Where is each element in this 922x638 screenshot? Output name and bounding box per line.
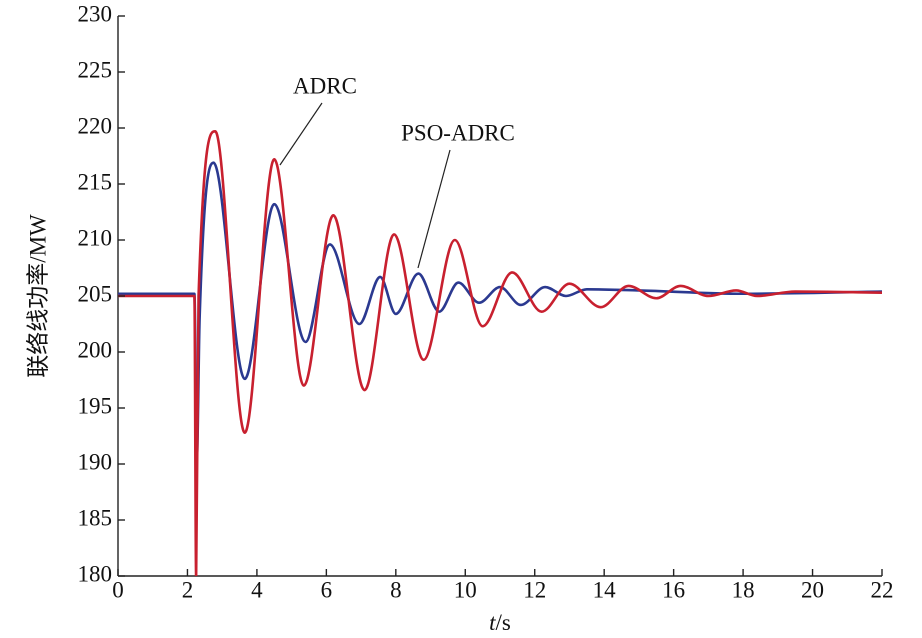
x-label-unit: /s <box>496 610 511 635</box>
plot-area <box>118 130 882 576</box>
x-tick-label: 18 <box>732 577 755 602</box>
leader-line <box>417 149 451 269</box>
x-tick-label: 12 <box>523 577 546 602</box>
y-label: 联络线功率/MW <box>25 214 50 378</box>
line-series <box>118 130 882 576</box>
y-tick-label: 225 <box>78 57 113 82</box>
x-tick-label: 16 <box>662 577 685 602</box>
series-annotation: PSO-ADRC <box>401 120 515 145</box>
x-tick-label: 0 <box>112 577 124 602</box>
y-tick-label: 220 <box>78 113 113 138</box>
y-tick-label: 185 <box>78 505 113 530</box>
y-tick-label: 180 <box>78 561 113 586</box>
x-tick-label: 20 <box>801 577 824 602</box>
x-tick-label: 10 <box>454 577 477 602</box>
line-series <box>118 161 882 460</box>
y-tick-label: 190 <box>78 449 113 474</box>
y-tick-label: 210 <box>78 225 113 250</box>
x-tick-label: 2 <box>182 577 194 602</box>
x-tick-label: 22 <box>871 577 894 602</box>
y-tick-label: 215 <box>78 169 113 194</box>
series-annotation: ADRC <box>293 73 357 98</box>
y-tick-label: 200 <box>78 337 113 362</box>
x-tick-label: 14 <box>593 577 617 602</box>
x-label-italic: t <box>489 610 496 635</box>
leader-line <box>279 102 323 166</box>
x-tick-label: 6 <box>321 577 333 602</box>
x-tick-label: 8 <box>390 577 402 602</box>
x-label: t/s <box>489 610 511 635</box>
x-tick-label: 4 <box>251 577 263 602</box>
y-tick-label: 205 <box>78 281 113 306</box>
y-tick-label: 230 <box>78 1 113 26</box>
y-tick-label: 195 <box>78 393 113 418</box>
